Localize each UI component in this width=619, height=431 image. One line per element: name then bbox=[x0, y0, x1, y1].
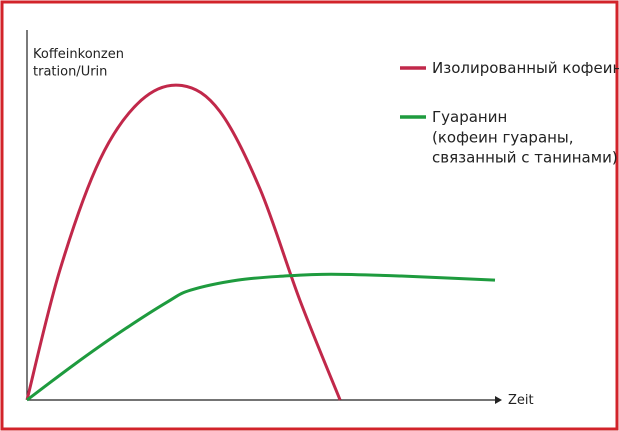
y-axis-label: Koffeinkonzen tration/Urin bbox=[33, 47, 124, 80]
line-series bbox=[26, 272, 496, 402]
x-axis-arrow bbox=[495, 396, 502, 404]
line-series bbox=[25, 83, 342, 401]
legend-label: Гуаранин (кофеин гуараны, связанный с тани… bbox=[432, 108, 618, 167]
x-axis-label: Zeit bbox=[508, 393, 534, 408]
legend-label: Изолированный кофеин bbox=[432, 59, 619, 77]
